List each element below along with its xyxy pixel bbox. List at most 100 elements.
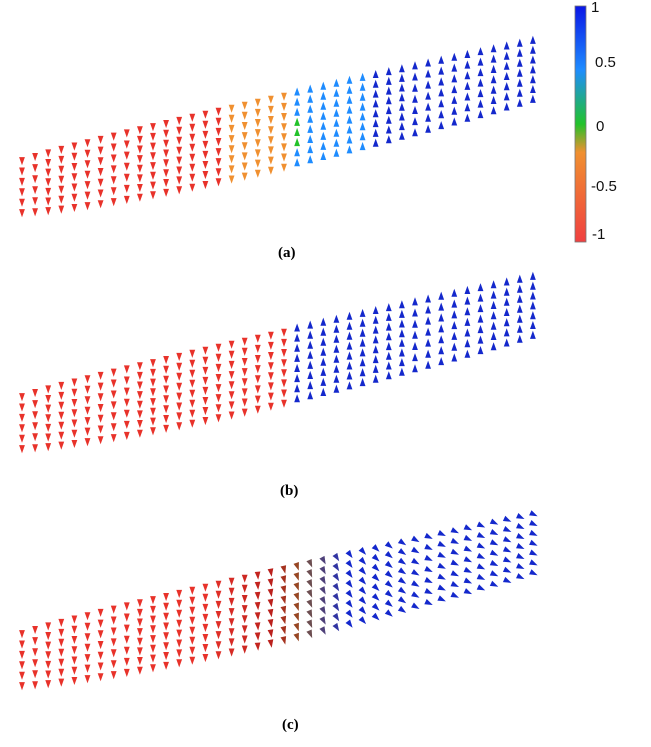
spin-arrow	[150, 417, 156, 426]
spin-arrow	[489, 570, 499, 577]
spin-arrow	[110, 154, 117, 163]
spin-arrow	[346, 95, 353, 104]
spin-arrow	[399, 64, 405, 73]
spin-arrow	[307, 340, 314, 349]
spin-arrow	[412, 297, 418, 306]
spin-arrow	[97, 673, 104, 682]
spin-arrow	[346, 75, 353, 84]
spin-arrow	[384, 609, 393, 617]
spin-arrow	[372, 70, 379, 78]
spin-arrow	[320, 317, 327, 326]
spin-arrow	[371, 573, 380, 582]
spin-arrow	[32, 659, 38, 668]
spin-arrow	[71, 183, 78, 192]
colorbar-tick: -0.5	[591, 178, 617, 195]
spin-arrow	[202, 130, 209, 139]
spin-arrow	[137, 193, 143, 202]
spin-arrow	[425, 124, 431, 133]
spin-arrow	[438, 110, 445, 119]
spin-arrow	[241, 378, 248, 387]
spin-arrow	[412, 330, 418, 339]
spin-arrow	[358, 576, 367, 585]
spin-arrow	[110, 412, 117, 421]
spin-arrow	[320, 111, 327, 120]
spin-arrow	[189, 419, 196, 428]
spin-arrow	[503, 102, 510, 111]
spin-arrow	[110, 401, 117, 410]
spin-arrow	[176, 126, 183, 135]
spin-arrow	[307, 381, 314, 390]
spin-arrow	[346, 331, 353, 340]
spin-arrow	[137, 155, 143, 164]
spin-arrow	[32, 444, 38, 453]
spin-arrow	[280, 605, 287, 615]
spin-arrow	[163, 652, 169, 661]
spin-arrow	[58, 431, 65, 440]
spin-arrow	[45, 433, 52, 442]
spin-arrow	[123, 140, 130, 149]
spin-arrow	[268, 372, 274, 381]
spin-arrow	[516, 78, 523, 87]
spin-arrow	[123, 398, 130, 407]
spin-arrow	[333, 344, 340, 353]
spin-arrow	[451, 353, 458, 362]
spin-arrow	[399, 358, 405, 367]
spin-arrow	[150, 398, 156, 407]
spin-arrow	[176, 352, 183, 361]
spin-arrow	[176, 146, 183, 155]
spin-arrow	[19, 661, 25, 670]
spin-arrow	[333, 334, 340, 343]
spin-arrow	[45, 404, 52, 413]
spin-arrow	[97, 608, 104, 617]
spin-arrow	[176, 362, 183, 371]
spin-arrow	[438, 357, 445, 366]
spin-arrow	[294, 97, 300, 106]
spin-arrow	[293, 572, 299, 581]
spin-arrow	[451, 342, 458, 351]
spin-arrow	[58, 668, 65, 677]
spin-arrow	[437, 530, 446, 536]
spin-arrow	[333, 314, 340, 323]
spin-arrow	[530, 291, 536, 300]
spin-arrow	[110, 143, 117, 152]
spin-arrow	[425, 349, 431, 358]
spin-arrow	[267, 588, 274, 597]
spin-arrow	[477, 283, 484, 292]
spin-arrow	[58, 401, 65, 410]
spin-arrow	[150, 191, 156, 200]
spin-arrow	[19, 650, 25, 659]
spin-arrow	[189, 163, 196, 172]
spin-arrow	[333, 384, 340, 393]
spin-arrow	[332, 562, 340, 572]
spin-arrow	[189, 626, 196, 635]
spin-arrow	[320, 151, 327, 160]
spin-arrow	[123, 129, 130, 138]
spin-arrow	[346, 125, 353, 134]
spin-arrow	[71, 615, 78, 624]
spin-arrow	[19, 413, 25, 422]
spin-arrow	[281, 399, 287, 408]
spin-arrow	[267, 619, 274, 628]
spin-arrow	[530, 330, 536, 339]
spin-arrow	[451, 85, 458, 94]
spin-arrow	[438, 88, 445, 97]
spin-arrow	[397, 538, 407, 546]
spin-arrow	[359, 82, 366, 91]
spin-arrow	[71, 625, 78, 634]
spin-arrow	[189, 596, 196, 605]
spin-arrow	[280, 615, 287, 625]
spin-arrow	[189, 123, 196, 132]
spin-arrow	[294, 394, 300, 403]
spin-arrow	[477, 293, 484, 302]
spin-arrow	[58, 155, 65, 164]
spin-arrow	[215, 611, 222, 619]
spin-arrow	[307, 84, 314, 93]
spin-arrow	[437, 573, 446, 580]
spin-arrow	[425, 69, 431, 78]
spin-arrow	[464, 317, 471, 326]
spin-arrow	[490, 311, 497, 320]
spin-arrow	[490, 300, 497, 309]
spin-arrow	[529, 569, 538, 576]
spin-arrow	[516, 98, 523, 107]
spin-arrow	[306, 629, 313, 639]
